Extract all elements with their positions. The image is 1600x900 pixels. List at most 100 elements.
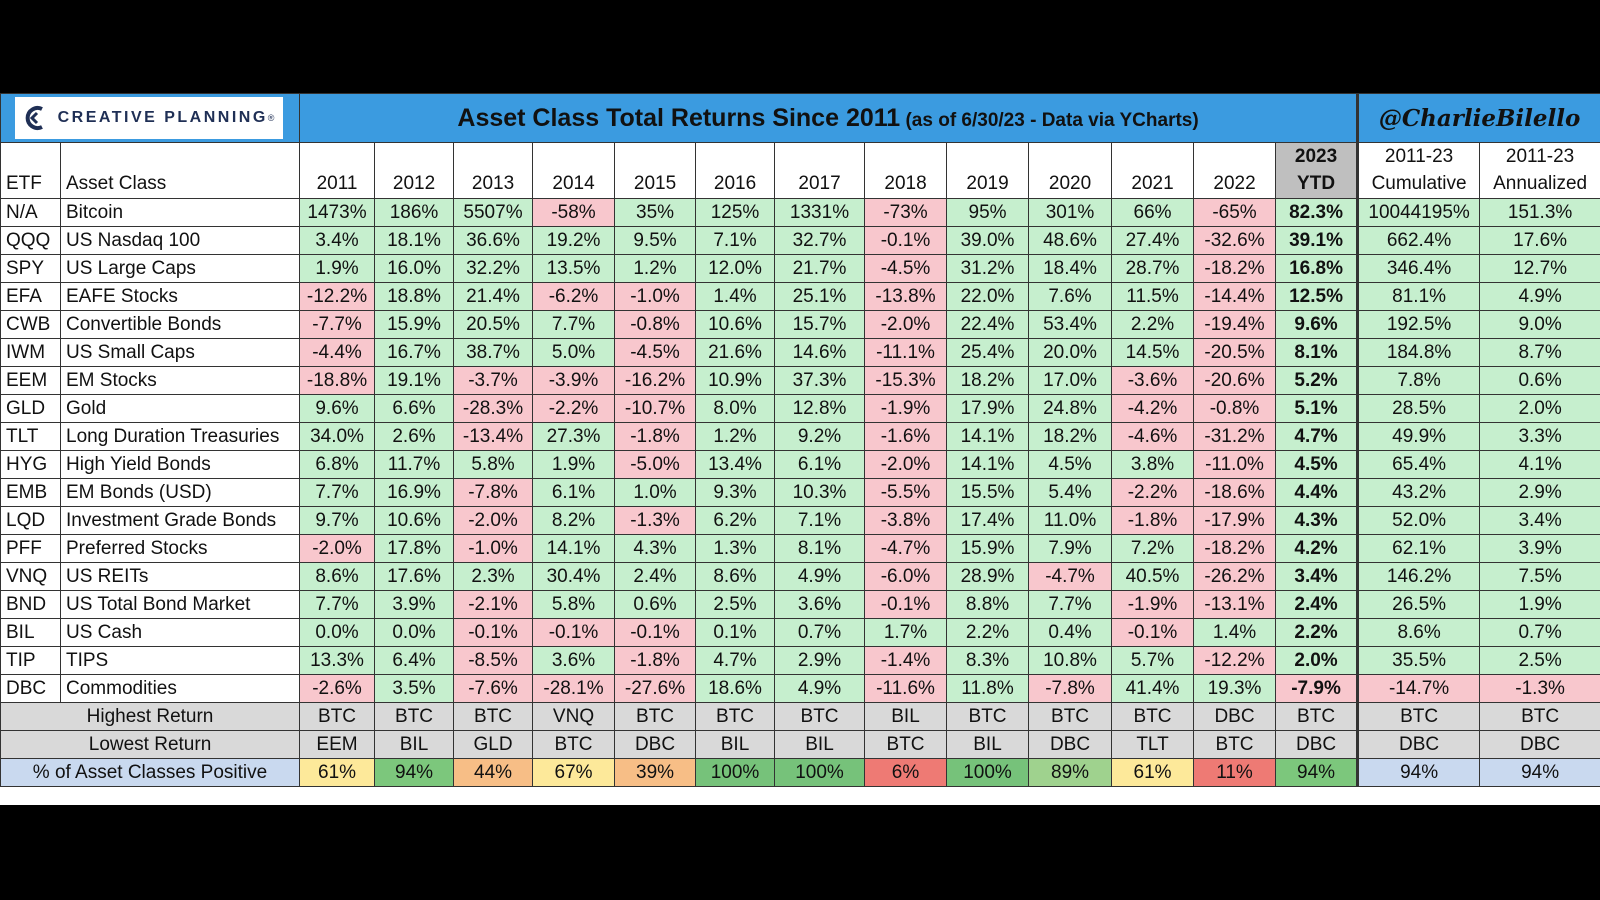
annualized-cell: 4.9% <box>1479 282 1600 311</box>
return-cell-2021: 7.2% <box>1111 534 1195 563</box>
cumulative-cell: 146.2% <box>1356 562 1481 591</box>
return-cell-2013: 5507% <box>453 198 534 227</box>
ytd-cell: -7.9% <box>1275 674 1359 703</box>
cumulative-cell: 52.0% <box>1356 506 1481 535</box>
etf-cell: TIP <box>0 646 61 675</box>
ytd-cell: 8.1% <box>1275 338 1359 367</box>
annualized-cell: 12.7% <box>1479 254 1600 283</box>
ytd-cell: 5.2% <box>1275 366 1359 395</box>
return-cell-2020: 7.7% <box>1028 590 1113 619</box>
return-cell-2022: -18.2% <box>1193 534 1277 563</box>
return-cell-2021: 41.4% <box>1111 674 1195 703</box>
summary-lowest-cell: EEM <box>299 730 376 759</box>
return-cell-2017: 32.7% <box>774 226 866 255</box>
return-cell-2012: 2.6% <box>374 422 455 451</box>
return-cell-2019: 14.1% <box>946 422 1030 451</box>
return-cell-2019: 25.4% <box>946 338 1030 367</box>
annualized-cell: 2.0% <box>1479 394 1600 423</box>
return-cell-2012: 19.1% <box>374 366 455 395</box>
summary-row-highest: Highest Return BTC BTC BTC VNQ BTC BTC BTC BIL BT… <box>0 702 1600 731</box>
return-cell-2021: -1.9% <box>1111 590 1195 619</box>
return-cell-2021: -3.6% <box>1111 366 1195 395</box>
cumulative-cell: 49.9% <box>1356 422 1481 451</box>
header-year-2015: 2015 <box>614 142 697 199</box>
header-year-2017: 2017 <box>774 142 866 199</box>
return-cell-2012: 16.0% <box>374 254 455 283</box>
asset-class-cell: Investment Grade Bonds <box>59 506 301 535</box>
asset-class-cell: TIPS <box>59 646 301 675</box>
header-year-2016: 2016 <box>695 142 776 199</box>
summary-lowest-cell: DBC <box>614 730 697 759</box>
return-cell-2013: 38.7% <box>453 338 534 367</box>
annualized-cell: 9.0% <box>1479 310 1600 339</box>
return-cell-2015: 1.0% <box>614 478 697 507</box>
return-cell-2016: 12.0% <box>695 254 776 283</box>
return-cell-2016: 10.6% <box>695 310 776 339</box>
handle-cell: @CharlieBilello <box>1356 93 1600 143</box>
return-cell-2022: -20.5% <box>1193 338 1277 367</box>
return-cell-2022: -26.2% <box>1193 562 1277 591</box>
table-row-emb: EMB EM Bonds (USD) 7.7% 16.9% -7.8% 6.1% 1.0% 9… <box>0 478 1600 507</box>
header-cumulative: 2011-23 Cumulative <box>1356 142 1481 199</box>
header-year-2013: 2013 <box>453 142 534 199</box>
return-cell-2015: 4.3% <box>614 534 697 563</box>
return-cell-2020: 301% <box>1028 198 1113 227</box>
annualized-cell: 3.3% <box>1479 422 1600 451</box>
return-cell-2022: -18.2% <box>1193 254 1277 283</box>
annualized-cell: 2.9% <box>1479 478 1600 507</box>
cumulative-cell: 7.8% <box>1356 366 1481 395</box>
return-cell-2013: 36.6% <box>453 226 534 255</box>
summary-highest-cell: BTC <box>1356 702 1481 731</box>
cumulative-cell: 10044195% <box>1356 198 1481 227</box>
logo-registered-mark: ® <box>267 113 275 123</box>
return-cell-2020: 5.4% <box>1028 478 1113 507</box>
header-2023-ytd-line1: 2023 <box>1294 146 1338 167</box>
table-row-spy: SPY US Large Caps 1.9% 16.0% 32.2% 13.5% 1.2% 1… <box>0 254 1600 283</box>
creative-planning-logo: CREATIVE PLANNING ® <box>15 97 284 139</box>
cumulative-cell: 184.8% <box>1356 338 1481 367</box>
return-cell-2011: -4.4% <box>299 338 376 367</box>
return-cell-2012: 15.9% <box>374 310 455 339</box>
return-cell-2011: 34.0% <box>299 422 376 451</box>
return-cell-2020: 48.6% <box>1028 226 1113 255</box>
return-cell-2015: 1.2% <box>614 254 697 283</box>
return-cell-2013: -13.4% <box>453 422 534 451</box>
return-cell-2012: 6.4% <box>374 646 455 675</box>
etf-cell: BND <box>0 590 61 619</box>
return-cell-2011: -7.7% <box>299 310 376 339</box>
header-year-2020: 2020 <box>1028 142 1113 199</box>
return-cell-2015: -27.6% <box>614 674 697 703</box>
return-cell-2016: 1.3% <box>695 534 776 563</box>
table-row-gld: GLD Gold 9.6% 6.6% -28.3% -2.2% -10.7% 8.0% 12.8… <box>0 394 1600 423</box>
summary-highest-cell: BTC <box>614 702 697 731</box>
summary-highest-cell: BTC <box>695 702 776 731</box>
return-cell-2018: -1.4% <box>864 646 948 675</box>
ytd-cell: 82.3% <box>1275 198 1359 227</box>
summary-row-lowest: Lowest Return EEM BIL GLD BTC DBC BIL BIL BTC BIL… <box>0 730 1600 759</box>
return-cell-2021: -4.2% <box>1111 394 1195 423</box>
return-cell-2015: -1.0% <box>614 282 697 311</box>
summary-lowest-cell: BIL <box>695 730 776 759</box>
return-cell-2011: 9.7% <box>299 506 376 535</box>
summary-positive-cell: 11% <box>1193 758 1277 787</box>
return-cell-2015: -0.1% <box>614 618 697 647</box>
summary-positive-cell: 61% <box>299 758 376 787</box>
table-row-iwm: IWM US Small Caps -4.4% 16.7% 38.7% 5.0% -4.5%… <box>0 338 1600 367</box>
annualized-cell: 0.7% <box>1479 618 1600 647</box>
return-cell-2012: 16.9% <box>374 478 455 507</box>
summary-highest-cell: BTC <box>1028 702 1113 731</box>
logo-text: CREATIVE PLANNING <box>57 109 268 126</box>
return-cell-2011: -2.6% <box>299 674 376 703</box>
etf-cell: N/A <box>0 198 61 227</box>
return-cell-2017: 6.1% <box>774 450 866 479</box>
etf-cell: TLT <box>0 422 61 451</box>
return-cell-2019: 2.2% <box>946 618 1030 647</box>
return-cell-2016: 10.9% <box>695 366 776 395</box>
return-cell-2014: -28.1% <box>532 674 616 703</box>
return-cell-2014: 27.3% <box>532 422 616 451</box>
return-cell-2021: 66% <box>1111 198 1195 227</box>
return-cell-2020: 20.0% <box>1028 338 1113 367</box>
return-cell-2014: -6.2% <box>532 282 616 311</box>
return-cell-2018: -13.8% <box>864 282 948 311</box>
return-cell-2018: -11.6% <box>864 674 948 703</box>
